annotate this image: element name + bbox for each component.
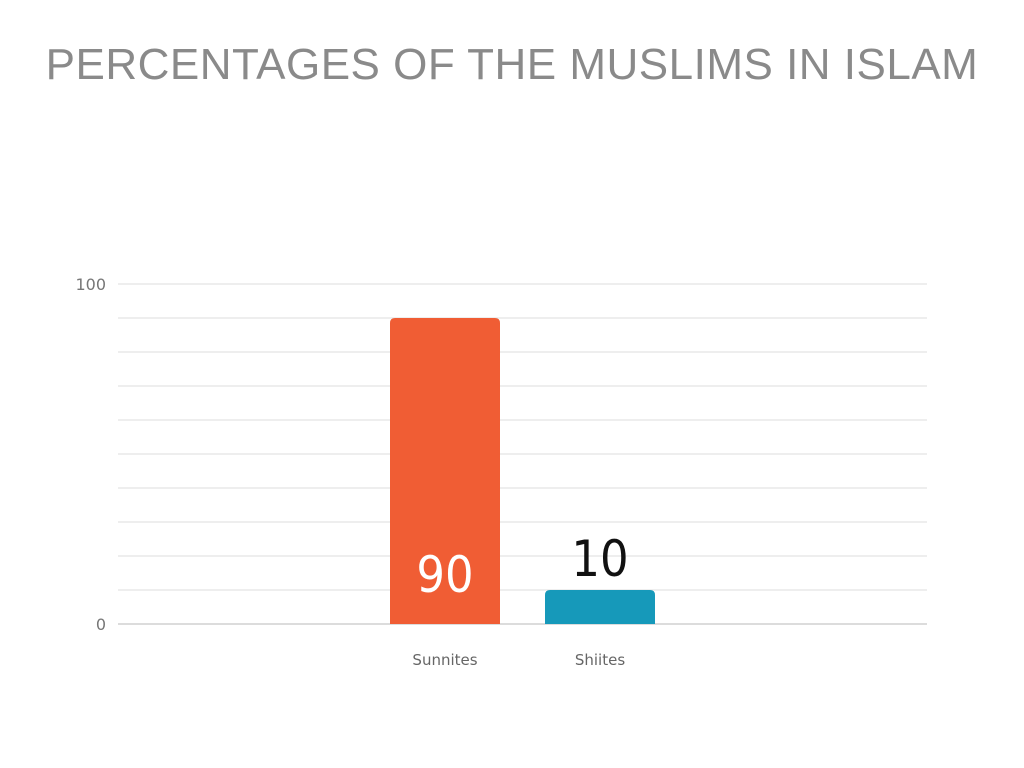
gridlines bbox=[118, 283, 927, 625]
bar-sunnites bbox=[390, 318, 500, 624]
data-labels: 90 10 bbox=[416, 530, 628, 604]
y-tick-label: 0 bbox=[96, 615, 106, 634]
category-labels: Sunnites Shiites bbox=[412, 651, 625, 669]
category-label: Sunnites bbox=[412, 651, 477, 669]
data-label: 90 bbox=[416, 546, 473, 604]
y-tick-label: 100 bbox=[75, 275, 106, 294]
category-label: Shiites bbox=[575, 651, 625, 669]
data-label: 10 bbox=[571, 530, 628, 588]
chart-title: PERCENTAGES OF THE MUSLIMS IN ISLAM bbox=[45, 40, 979, 89]
bars bbox=[390, 318, 655, 624]
bar-shiites bbox=[545, 590, 655, 624]
y-axis-ticks: 0 100 bbox=[75, 275, 106, 634]
